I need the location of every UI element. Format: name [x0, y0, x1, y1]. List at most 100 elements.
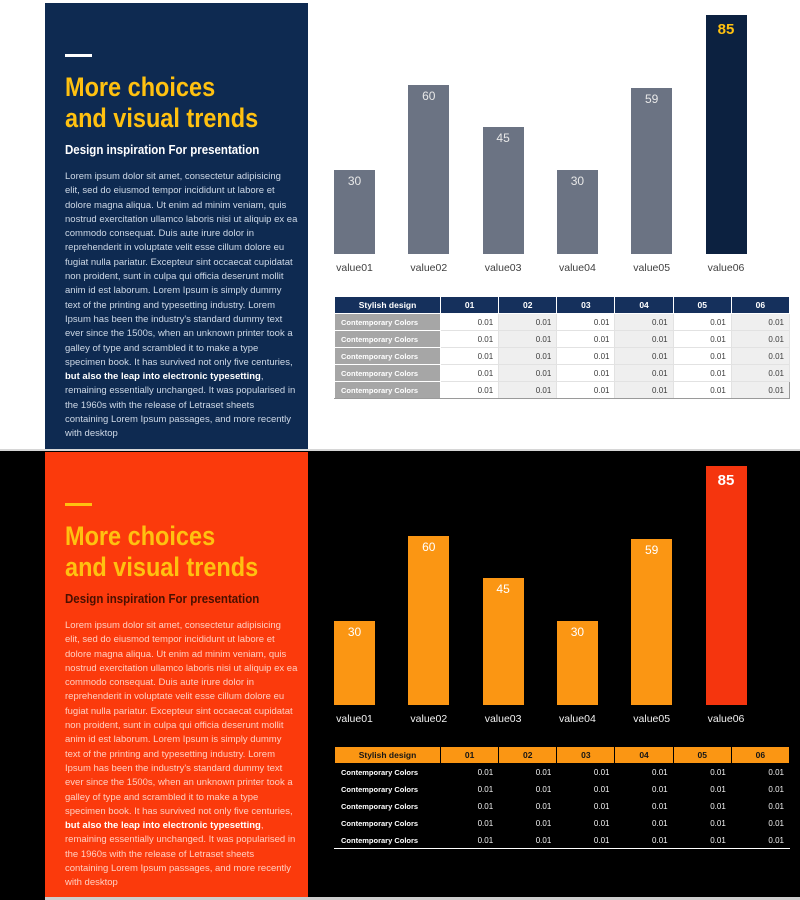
- category-label: value06: [707, 713, 745, 725]
- value-cell: 0.01: [593, 801, 610, 811]
- table-row: Contemporary Colors 0.01 0.01 0.01 0.01 0.01 0…: [334, 364, 791, 382]
- value-cell: 0.01: [710, 784, 726, 794]
- bar-value04: 30: [556, 620, 598, 705]
- bar-value-label: 85: [717, 20, 735, 38]
- value-cell: 0.01: [768, 818, 784, 828]
- table-header-col: 01: [439, 746, 500, 764]
- value-cell: 0.01: [439, 347, 500, 365]
- value-cell: 0.01: [768, 767, 784, 777]
- category-label: value05: [633, 713, 671, 725]
- table-row: Contemporary Colors 0.01 0.01 0.01 0.01 0.01 0…: [335, 764, 790, 781]
- value-cell: 0.01: [672, 381, 732, 399]
- bar-value-label: 45: [496, 131, 510, 146]
- row-label-cell: Contemporary Colors: [334, 330, 441, 348]
- value-cell: 0.01: [614, 364, 674, 382]
- bar-value06: 85: [705, 465, 747, 705]
- table-row: Contemporary Colors 0.01 0.01 0.01 0.01 0.01 0…: [334, 347, 791, 365]
- table-header-col: 02: [498, 296, 558, 314]
- data-table-light: Stylish design 01 02 03 04 05 06 Contemporary C…: [334, 296, 791, 399]
- slide-subtitle: Design inspiration For presentation: [65, 592, 260, 606]
- value-cell: 0.01: [498, 330, 558, 348]
- slide-dark-theme: More choices and visual trends Design in…: [0, 451, 800, 900]
- row-label-cell: Contemporary Colors: [334, 313, 441, 331]
- category-label: value01: [336, 713, 373, 725]
- next-slide-edge: [45, 897, 800, 900]
- value-cell: 0.01: [710, 818, 726, 828]
- table-header-col: 06: [730, 296, 791, 314]
- row-label-cell: Contemporary Colors: [334, 381, 441, 399]
- bar-value01: 30: [334, 169, 375, 254]
- bar-value05: 59: [631, 87, 673, 254]
- value-cell: 0.01: [535, 801, 552, 811]
- value-cell: 0.01: [710, 767, 726, 777]
- slide-title: More choices and visual trends: [65, 521, 304, 583]
- accent-dash: [65, 503, 92, 506]
- slide-light-theme: More choices and visual trends Design in…: [0, 0, 800, 449]
- value-cell: 0.01: [672, 313, 732, 331]
- bar-value-label: 45: [496, 582, 510, 597]
- body-text-regular: Lorem ipsum dolor sit amet, consectetur …: [65, 171, 298, 368]
- bar-value-label: 60: [422, 540, 436, 555]
- table-row: Contemporary Colors 0.01 0.01 0.01 0.01 0.01 0…: [335, 798, 790, 815]
- category-label: value03: [484, 713, 522, 725]
- body-text: Lorem ipsum dolor sit amet, consectetur …: [65, 619, 298, 891]
- text-panel: More choices and visual trends Design in…: [45, 452, 308, 897]
- value-cell: 0.01: [498, 347, 558, 365]
- bar-value-label: 59: [645, 91, 659, 106]
- bar-value02: 60: [408, 85, 450, 254]
- value-cell: 0.01: [730, 313, 791, 331]
- table-header-col: 03: [556, 296, 616, 314]
- value-cell: 0.01: [498, 364, 558, 382]
- value-cell: 0.01: [730, 330, 791, 348]
- value-cell: 0.01: [593, 767, 610, 777]
- value-cell: 0.01: [730, 381, 791, 399]
- value-cell: 0.01: [614, 330, 674, 348]
- category-label: value03: [484, 262, 522, 274]
- data-table-dark: Stylish design 01 02 03 04 05 06 Contemporary C…: [334, 746, 791, 849]
- category-label: value04: [559, 713, 596, 725]
- table-header-title: Stylish design: [334, 296, 441, 314]
- value-cell: 0.01: [614, 347, 674, 365]
- value-cell: 0.01: [652, 801, 668, 811]
- value-cell: 0.01: [614, 313, 674, 331]
- category-label: value05: [633, 262, 671, 274]
- value-cell: 0.01: [614, 831, 674, 849]
- value-cell: 0.01: [768, 784, 784, 794]
- body-text-bold: but also the leap into electronic typese…: [65, 820, 261, 832]
- accent-dash: [65, 54, 92, 57]
- value-cell: 0.01: [556, 831, 615, 849]
- value-cell: 0.01: [477, 784, 494, 794]
- value-cell: 0.01: [439, 831, 499, 849]
- table-row: Contemporary Colors 0.01 0.01 0.01 0.01 0.01 0…: [334, 313, 791, 331]
- title-line-1: More choices: [65, 72, 216, 102]
- bar-value-label: 30: [570, 173, 585, 188]
- value-cell: 0.01: [439, 313, 500, 331]
- body-text-bold: but also the leap into electronic typese…: [65, 371, 261, 383]
- value-cell: 0.01: [439, 381, 500, 399]
- value-cell: 0.01: [498, 831, 557, 849]
- table-header-col: 04: [614, 746, 674, 764]
- bar-value03: 45: [482, 127, 524, 254]
- category-label: value06: [707, 262, 745, 274]
- value-cell: 0.01: [498, 313, 558, 331]
- value-cell: 0.01: [556, 347, 616, 365]
- value-cell: 0.01: [439, 364, 500, 382]
- table-header-col: 06: [730, 746, 791, 764]
- value-cell: 0.01: [730, 347, 791, 365]
- bar-chart-dark: 30 value01 60 value02 45 value03 30 value04 59 va…: [330, 451, 795, 727]
- slide-title: More choices and visual trends: [65, 72, 304, 134]
- table-row: Contemporary Colors 0.01 0.01 0.01 0.01 0.01 0…: [334, 831, 790, 849]
- value-cell: 0.01: [498, 381, 558, 399]
- row-label-cell: Contemporary Colors: [334, 831, 441, 849]
- table-header-col: 05: [672, 296, 732, 314]
- bar-value02: 60: [408, 536, 450, 705]
- slide-subtitle: Design inspiration For presentation: [65, 143, 260, 157]
- table-row: Contemporary Colors 0.01 0.01 0.01 0.01 0.01 0…: [334, 330, 791, 348]
- value-cell: 0.01: [768, 801, 784, 811]
- body-text: Lorem ipsum dolor sit amet, consectetur …: [65, 170, 298, 442]
- value-cell: 0.01: [672, 364, 732, 382]
- value-cell: 0.01: [556, 313, 616, 331]
- bar-value-label: 30: [570, 624, 585, 639]
- value-cell: 0.01: [672, 330, 732, 348]
- table-header-col: 02: [498, 746, 558, 764]
